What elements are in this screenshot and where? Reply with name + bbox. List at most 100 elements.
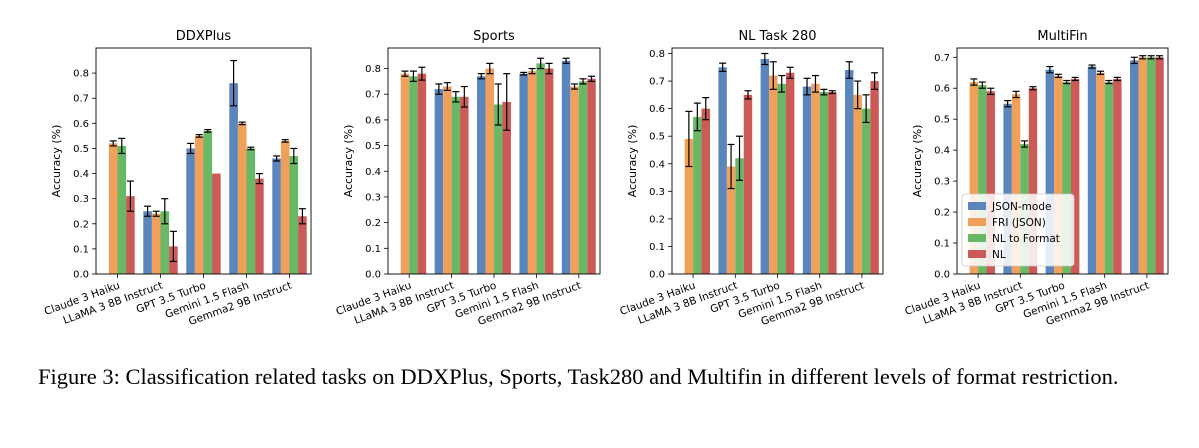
bar-json-mode-gpt-3-5-turbo: [760, 59, 770, 275]
bar-nl-gpt-3-5-turbo: [1070, 78, 1080, 275]
bar-nl-to-format-claude-3-haiku: [117, 145, 127, 274]
bar-nl-to-format-claude-3-haiku: [693, 116, 702, 274]
y-tick-label: 0.5: [934, 115, 950, 126]
y-tick-label: 0.4: [934, 146, 950, 157]
bar-nl-gemini-1-5-flash: [828, 92, 837, 274]
y-tick-label: 0.6: [365, 115, 381, 126]
chart-title: DDXPlus: [176, 29, 232, 44]
bar-json-mode-gemini-1-5-flash: [519, 73, 528, 274]
bar-json-mode-gpt-3-5-turbo: [477, 76, 486, 274]
bar-fri-json-gemma2-9b-instruct: [570, 86, 579, 274]
bar-nl-to-format-gemma2-9b-instruct: [1146, 57, 1156, 274]
y-tick-label: 0.2: [365, 218, 381, 229]
y-tick-label: 0.2: [934, 208, 950, 219]
figure-caption: Figure 3: Classification related tasks o…: [38, 364, 1119, 389]
legend-label-nl-to-format: NL to Format: [992, 233, 1060, 245]
y-tick-label: 0.3: [365, 192, 381, 203]
bar-json-mode-llama-3-8b-instruct: [143, 211, 152, 274]
bar-fri-json-llama-3-8b-instruct: [151, 213, 161, 274]
bar-nl-gemma2-9b-instruct: [1155, 57, 1164, 274]
bar-json-mode-gpt-3-5-turbo: [186, 148, 195, 274]
bar-fri-json-gemini-1-5-flash: [527, 71, 537, 274]
bar-fri-json-claude-3-haiku: [684, 138, 694, 274]
legend-box: [961, 193, 1075, 267]
bar-json-mode-llama-3-8b-instruct: [718, 67, 727, 274]
bar-nl-gemma2-9b-instruct: [298, 216, 307, 274]
bar-fri-json-llama-3-8b-instruct: [443, 86, 452, 274]
bar-nl-to-format-gemini-1-5-flash: [246, 148, 256, 274]
y-tick-label: 0.7: [365, 90, 381, 101]
bar-json-mode-gemma2-9b-instruct: [561, 60, 571, 274]
y-axis-label: Accuracy (%): [342, 125, 355, 198]
bar-nl-to-format-gemma2-9b-instruct: [861, 108, 871, 274]
y-tick-label: 0.7: [934, 53, 950, 64]
bar-nl-claude-3-haiku: [986, 91, 995, 274]
y-tick-label: 0.0: [73, 270, 89, 281]
y-tick-label: 0.1: [365, 244, 381, 255]
bar-nl-gpt-3-5-turbo: [502, 101, 511, 274]
bar-nl-to-format-gemma2-9b-instruct: [289, 155, 299, 274]
bar-nl-to-format-gemini-1-5-flash: [1104, 82, 1114, 274]
bar-nl-llama-3-8b-instruct: [743, 94, 753, 274]
bar-fri-json-gemma2-9b-instruct: [1138, 57, 1147, 274]
y-tick-label: 0.8: [365, 64, 381, 75]
bar-nl-to-format-gemini-1-5-flash: [819, 92, 829, 274]
legend-label-json-mode: JSON-mode: [991, 201, 1051, 213]
bar-fri-json-gemini-1-5-flash: [1096, 72, 1105, 274]
legend-label-nl: NL: [992, 249, 1006, 261]
y-tick-label: 0.4: [649, 159, 665, 170]
bar-fri-json-claude-3-haiku: [969, 82, 979, 274]
y-tick-label: 0.1: [73, 244, 89, 255]
bar-nl-claude-3-haiku: [126, 196, 135, 274]
bar-nl-to-format-llama-3-8b-instruct: [160, 211, 170, 274]
chart-sports: Sports Accuracy (%) 0.0 0.1 0.2 0.3 0.4 0.5 0.6 0…: [334, 29, 601, 328]
chart-title: Sports: [473, 29, 515, 44]
y-tick-label: 0.5: [365, 141, 381, 152]
bar-fri-json-gemma2-9b-instruct: [853, 94, 862, 274]
y-tick-label: 0.0: [934, 270, 950, 281]
y-tick-label: 0.0: [365, 270, 381, 281]
chart-title: NL Task 280: [738, 29, 816, 44]
bar-json-mode-gemini-1-5-flash: [229, 83, 238, 275]
bar-nl-to-format-claude-3-haiku: [978, 85, 987, 274]
bar-fri-json-llama-3-8b-instruct: [1011, 94, 1021, 274]
bar-fri-json-gpt-3-5-turbo: [769, 75, 778, 274]
bar-nl-gpt-3-5-turbo: [785, 72, 795, 275]
bar-nl-to-format-llama-3-8b-instruct: [735, 158, 744, 274]
y-tick-label: 0.5: [649, 132, 665, 143]
bar-json-mode-gemma2-9b-instruct: [1130, 60, 1139, 274]
legend-swatch-json-mode: [968, 202, 986, 210]
bar-nl-to-format-llama-3-8b-instruct: [451, 96, 461, 274]
y-tick-label: 0.2: [649, 214, 665, 225]
bar-nl-to-format-gpt-3-5-turbo: [777, 83, 786, 274]
y-tick-label: 0.7: [73, 94, 89, 105]
bar-nl-to-format-gemini-1-5-flash: [536, 63, 545, 275]
y-tick-label: 0.2: [73, 219, 89, 230]
bar-nl-claude-3-haiku: [701, 108, 710, 274]
legend-swatch-nl: [968, 250, 986, 258]
y-tick-label: 0.8: [649, 49, 665, 60]
y-tick-label: 0.1: [934, 239, 950, 250]
bar-nl-gemini-1-5-flash: [1113, 78, 1122, 275]
y-tick-label: 0.6: [934, 84, 950, 95]
chart-ddxplus: DDXPlus Accuracy (%) 0.0 0.1 0.2 0.3 0.4 0.5 0.6…: [43, 29, 312, 328]
bar-fri-json-gemma2-9b-instruct: [280, 140, 290, 274]
bar-fri-json-claude-3-haiku: [400, 73, 410, 274]
y-tick-label: 0.0: [649, 270, 665, 281]
bar-nl-gpt-3-5-turbo: [212, 173, 221, 274]
y-axis-label: Accuracy (%): [911, 125, 924, 198]
y-tick-label: 0.8: [73, 69, 89, 80]
y-tick-label: 0.7: [649, 77, 665, 88]
y-tick-label: 0.3: [649, 187, 665, 198]
bar-nl-to-format-gpt-3-5-turbo: [1062, 82, 1071, 274]
y-tick-label: 0.5: [73, 144, 89, 155]
bar-json-mode-llama-3-8b-instruct: [434, 89, 444, 274]
bar-fri-json-gpt-3-5-turbo: [194, 135, 204, 274]
bar-nl-claude-3-haiku: [417, 73, 427, 274]
y-tick-label: 0.4: [73, 169, 89, 180]
bar-json-mode-gemini-1-5-flash: [1087, 66, 1097, 274]
figure-3-chart-panel: DDXPlus Accuracy (%) 0.0 0.1 0.2 0.3 0.4 0.5 0.6…: [43, 29, 1169, 328]
bar-fri-json-gemini-1-5-flash: [237, 123, 247, 274]
bar-nl-llama-3-8b-instruct: [460, 96, 469, 274]
y-tick-label: 0.6: [73, 119, 89, 130]
